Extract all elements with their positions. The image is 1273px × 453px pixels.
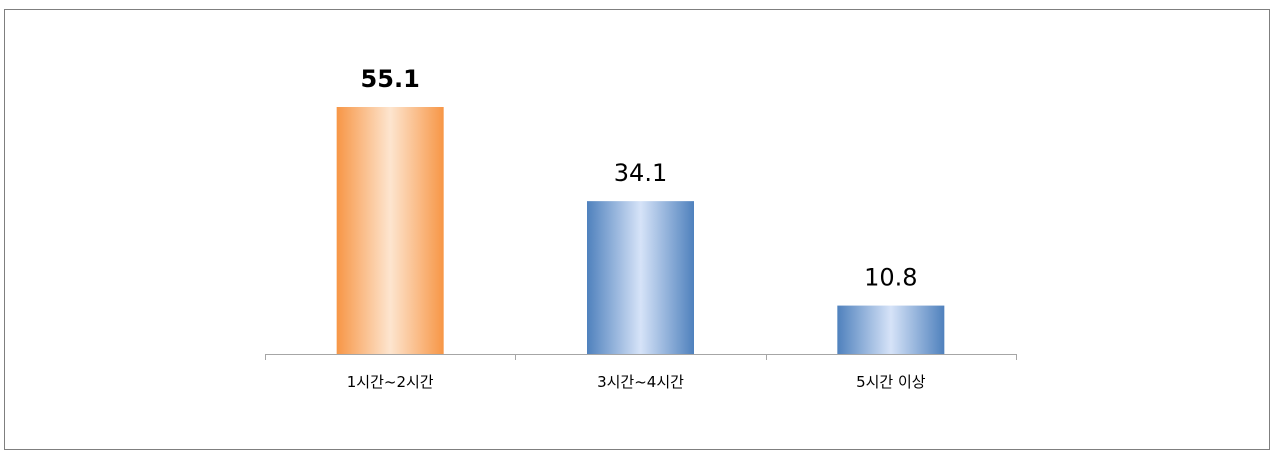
x-axis [265,354,1017,360]
bar-1 [336,107,444,354]
bar-2 [587,201,694,354]
bar-3 [837,305,945,354]
value-label-1: 55.1 [361,65,420,93]
category-label-2: 3시간~4시간 [597,373,684,391]
labels-layer: 55.1 1시간~2시간 34.1 3시간~4시간 10.8 5시간 이상 [347,65,926,391]
bars-layer [336,107,945,354]
value-label-3: 10.8 [864,264,917,292]
category-label-3: 5시간 이상 [856,373,926,391]
value-label-2: 34.1 [614,159,667,187]
category-label-1: 1시간~2시간 [347,373,434,391]
